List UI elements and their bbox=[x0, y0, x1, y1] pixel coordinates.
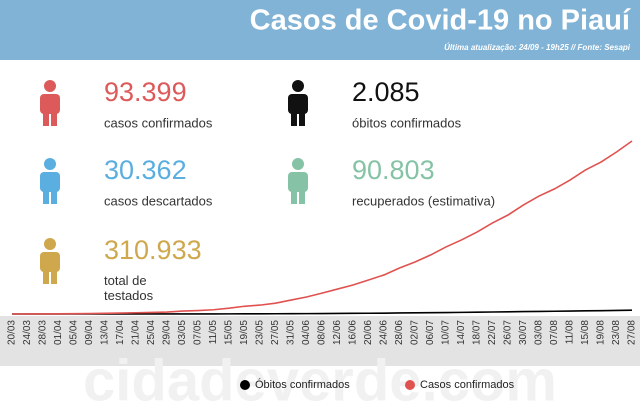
icon-body bbox=[40, 252, 60, 272]
stat-label: total de testados bbox=[104, 273, 154, 303]
chart: 20/03 24/03 28/03 01/04 05/04 09/04 13/04 17/04… bbox=[7, 140, 638, 391]
x-tick-label: 07/05 bbox=[193, 320, 204, 345]
x-tick-label: 11/08 bbox=[565, 320, 576, 345]
icon-leg bbox=[51, 110, 57, 126]
x-tick-label: 29/04 bbox=[162, 320, 173, 345]
x-tick-label: 27/05 bbox=[270, 320, 281, 345]
x-tick-label: 31/05 bbox=[286, 320, 297, 345]
stat-value: 90.803 bbox=[352, 155, 435, 185]
watermark: cidadeverde.com bbox=[83, 348, 557, 401]
x-tick-label: 30/07 bbox=[518, 320, 529, 345]
icon-body bbox=[40, 94, 60, 114]
title: Casos de Covid-19 no Piauí bbox=[250, 5, 631, 37]
x-tick-label: 20/03 bbox=[7, 320, 18, 345]
icon-leg bbox=[51, 268, 57, 284]
x-tick-label: 25/04 bbox=[146, 320, 157, 345]
x-tick-label: 05/04 bbox=[69, 320, 80, 345]
x-tick-label: 03/05 bbox=[177, 320, 188, 345]
stats: 93.399 casos confirmados 2.085 óbitos confi… bbox=[40, 77, 495, 303]
stat-value: 93.399 bbox=[104, 77, 187, 107]
stat-label: recuperados (estimativa) bbox=[352, 193, 495, 208]
stat-value: 2.085 bbox=[352, 77, 420, 107]
x-tick-label: 12/06 bbox=[332, 320, 343, 345]
x-tick-label: 15/05 bbox=[224, 320, 235, 345]
x-tick-label: 23/08 bbox=[611, 320, 622, 345]
x-tick-label: 08/06 bbox=[317, 320, 328, 345]
person-icon bbox=[288, 158, 308, 204]
stat-label: casos descartados bbox=[104, 193, 213, 208]
x-tick-label: 27/08 bbox=[627, 320, 638, 345]
x-tick-label: 06/07 bbox=[425, 320, 436, 345]
x-tick-label: 04/06 bbox=[301, 320, 312, 345]
x-tick-label: 13/04 bbox=[100, 320, 111, 345]
icon-leg bbox=[43, 188, 49, 204]
x-tick-label: 22/07 bbox=[487, 320, 498, 345]
icon-leg bbox=[291, 188, 297, 204]
legend-label: Casos confirmados bbox=[420, 379, 515, 391]
x-tick-label: 15/08 bbox=[580, 320, 591, 345]
x-tick-label: 19/05 bbox=[239, 320, 250, 345]
icon-body bbox=[288, 172, 308, 192]
x-tick-label: 24/06 bbox=[379, 320, 390, 345]
x-tick-label: 07/08 bbox=[549, 320, 560, 345]
x-tick-label: 20/06 bbox=[363, 320, 374, 345]
stat-value: 30.362 bbox=[104, 155, 187, 185]
x-tick-label: 11/05 bbox=[208, 320, 219, 345]
x-tick-label: 19/08 bbox=[596, 320, 607, 345]
x-tick-label: 01/04 bbox=[53, 320, 64, 345]
x-tick-label: 28/03 bbox=[38, 320, 49, 345]
person-icon bbox=[40, 80, 60, 126]
icon-head bbox=[44, 158, 56, 170]
line-series bbox=[11, 140, 633, 315]
icon-leg bbox=[43, 110, 49, 126]
icon-leg bbox=[43, 268, 49, 284]
icon-head bbox=[44, 80, 56, 92]
header-band bbox=[0, 0, 640, 60]
subtitle: Última atualização: 24/09 - 19h25 // Fon… bbox=[444, 43, 631, 52]
x-tick-label: 26/07 bbox=[503, 320, 514, 345]
x-tick-label: 14/07 bbox=[456, 320, 467, 345]
icon-head bbox=[44, 238, 56, 250]
legend-label: Óbitos confirmados bbox=[255, 378, 350, 391]
x-tick-label: 23/05 bbox=[255, 320, 266, 345]
x-tick-label: 17/04 bbox=[115, 320, 126, 345]
line-series bbox=[11, 309, 633, 315]
x-tick-label: 18/07 bbox=[472, 320, 483, 345]
icon-body bbox=[40, 172, 60, 192]
icon-head bbox=[292, 158, 304, 170]
person-icon bbox=[288, 80, 308, 126]
icon-leg bbox=[51, 188, 57, 204]
x-tick-label: 09/04 bbox=[84, 320, 95, 345]
icon-leg bbox=[291, 110, 297, 126]
x-tick-label: 02/07 bbox=[410, 320, 421, 345]
legend-marker bbox=[405, 380, 415, 390]
x-tick-label: 03/08 bbox=[534, 320, 545, 345]
legend-marker bbox=[240, 380, 250, 390]
x-tick-label: 28/06 bbox=[394, 320, 405, 345]
person-icon bbox=[40, 158, 60, 204]
axis-band bbox=[0, 316, 640, 366]
x-tick-label: 16/06 bbox=[348, 320, 359, 345]
icon-head bbox=[292, 80, 304, 92]
stat-value: 310.933 bbox=[104, 235, 202, 265]
icon-body bbox=[288, 94, 308, 114]
person-icon bbox=[40, 238, 60, 284]
icon-leg bbox=[299, 110, 305, 126]
stat-label: óbitos confirmados bbox=[352, 115, 462, 130]
x-tick-label: 21/04 bbox=[131, 320, 142, 345]
x-tick-label: 24/03 bbox=[22, 320, 33, 345]
x-tick-label: 10/07 bbox=[441, 320, 452, 345]
icon-leg bbox=[299, 188, 305, 204]
stat-label: casos confirmados bbox=[104, 115, 213, 130]
